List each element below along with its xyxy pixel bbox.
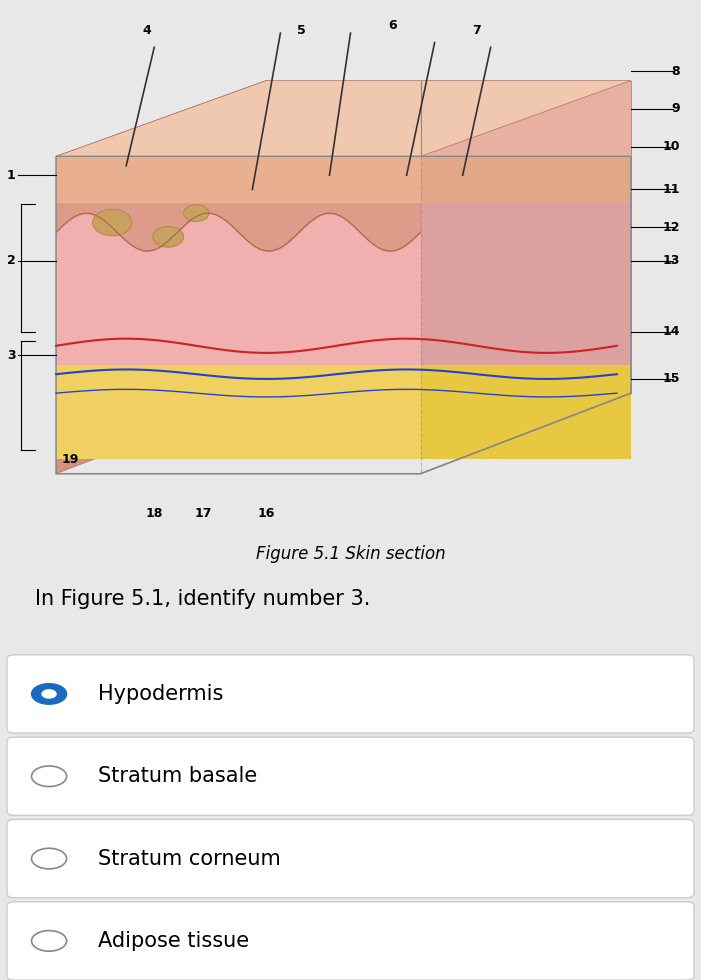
FancyBboxPatch shape <box>7 737 694 815</box>
Text: 13: 13 <box>662 254 680 267</box>
Text: 12: 12 <box>662 220 680 234</box>
Text: In Figure 5.1, identify number 3.: In Figure 5.1, identify number 3. <box>35 589 370 609</box>
Circle shape <box>184 205 209 221</box>
Text: 14: 14 <box>662 325 680 338</box>
Text: 11: 11 <box>662 183 680 196</box>
Polygon shape <box>56 365 421 460</box>
Text: 1: 1 <box>7 169 15 181</box>
Circle shape <box>32 931 67 952</box>
Text: 7: 7 <box>472 24 481 36</box>
Polygon shape <box>56 80 266 473</box>
Text: 5: 5 <box>297 24 306 36</box>
Circle shape <box>32 849 67 869</box>
Polygon shape <box>56 157 421 204</box>
FancyBboxPatch shape <box>7 902 694 980</box>
Polygon shape <box>421 157 631 204</box>
Text: 2: 2 <box>7 254 15 267</box>
Polygon shape <box>421 365 631 460</box>
Circle shape <box>32 684 67 705</box>
Text: 18: 18 <box>146 507 163 519</box>
Circle shape <box>42 690 56 698</box>
Text: 4: 4 <box>143 24 151 36</box>
Polygon shape <box>421 204 631 365</box>
Text: 8: 8 <box>672 65 680 77</box>
Polygon shape <box>266 80 631 393</box>
Text: Figure 5.1 Skin section: Figure 5.1 Skin section <box>256 545 445 563</box>
Text: Stratum basale: Stratum basale <box>98 766 257 786</box>
Polygon shape <box>56 204 421 365</box>
FancyBboxPatch shape <box>7 819 694 898</box>
Text: 6: 6 <box>388 19 397 32</box>
Text: Adipose tissue: Adipose tissue <box>98 931 250 951</box>
Circle shape <box>93 210 132 236</box>
Text: 3: 3 <box>7 349 15 362</box>
Polygon shape <box>56 80 631 157</box>
FancyBboxPatch shape <box>7 655 694 733</box>
Text: 9: 9 <box>672 103 680 116</box>
Text: Hypodermis: Hypodermis <box>98 684 224 704</box>
Circle shape <box>153 226 184 247</box>
Text: 16: 16 <box>258 507 275 519</box>
Text: 19: 19 <box>62 453 79 466</box>
Text: 10: 10 <box>662 140 680 153</box>
Text: Stratum corneum: Stratum corneum <box>98 849 281 868</box>
Text: 15: 15 <box>662 372 680 385</box>
Text: 17: 17 <box>195 507 212 519</box>
Circle shape <box>32 766 67 787</box>
